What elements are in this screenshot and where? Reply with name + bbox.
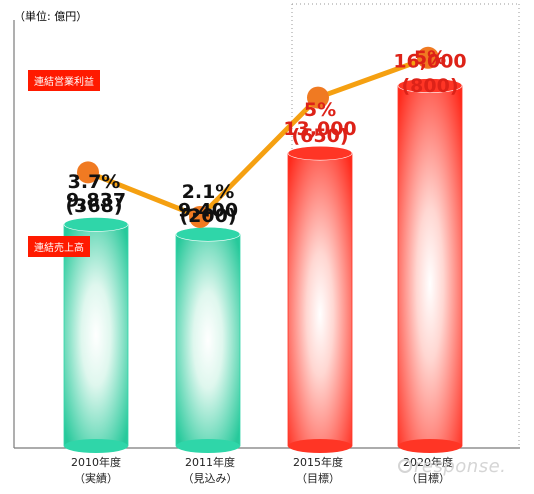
bar-base-fill-3 (398, 445, 462, 446)
bar-value-label-1: 9,400 (178, 199, 238, 221)
watermark-logo-icon (398, 459, 412, 473)
x-tick-status-2: （目標） (296, 471, 340, 485)
watermark: response. (398, 456, 506, 477)
profit-margin-label-1: 2.1% (182, 181, 235, 203)
bar-top-3 (397, 78, 463, 93)
profit-value-label-1: (200) (179, 205, 236, 227)
x-tick-year-1: 2011年度 (185, 455, 235, 469)
bars-layer (63, 78, 463, 453)
profit-marker-0 (77, 161, 99, 184)
x-tick-year-2: 2015年度 (293, 455, 343, 469)
x-tick-year-3: 2020年度 (403, 455, 453, 469)
bar-body-0 (63, 224, 129, 447)
bar-body-3 (397, 85, 463, 447)
profit-value-label-3: (800) (401, 75, 458, 97)
x-tick-status-1: （見込み） (183, 472, 238, 485)
legend-sales: 連結売上高 (28, 236, 90, 257)
bar-top-2 (287, 145, 353, 161)
x-tick-labels: 2010年度 （実績） 2011年度 （見込み） 2015年度 （目標） 2020年度 （目標… (71, 455, 453, 485)
legend-profit: 連結営業利益 (28, 70, 100, 91)
bar-base-fill-0 (64, 445, 128, 446)
line-layer (77, 46, 439, 228)
profit-marker-2 (307, 86, 329, 109)
bar-body-2 (287, 152, 353, 447)
bar-top-1 (175, 226, 241, 242)
profit-marker-3 (417, 46, 439, 69)
bar-base-fill-2 (288, 445, 352, 446)
profit-margin-label-2: 5% (304, 99, 336, 121)
x-tick-status-0: （実績） (74, 471, 118, 485)
bar-value-label-0: 9,837 (66, 189, 126, 211)
profit-value-label-2: (650) (291, 125, 348, 147)
bar-value-label-2: 13,000 (283, 118, 356, 140)
bar-base-fill-1 (176, 445, 240, 446)
profit-margin-label-0: 3.7% (68, 171, 121, 193)
watermark-text: response. (414, 456, 507, 477)
profit-marker-1 (189, 205, 211, 228)
profit-margin-label-3: 5% (414, 47, 446, 69)
labels-layer: 9,837 9,400 13,000 16,000 3.7%(368) 2.1%(200)… (65, 47, 466, 227)
bar-value-label-3: 16,000 (393, 51, 466, 73)
x-tick-year-0: 2010年度 (71, 455, 121, 469)
unit-label: （単位: 億円） (14, 10, 88, 23)
profit-line (87, 55, 429, 220)
profit-value-label-0: (368) (65, 195, 122, 217)
x-tick-status-3: （目標） (406, 471, 450, 485)
bar-top-0 (63, 217, 129, 232)
bar-body-1 (175, 233, 241, 447)
